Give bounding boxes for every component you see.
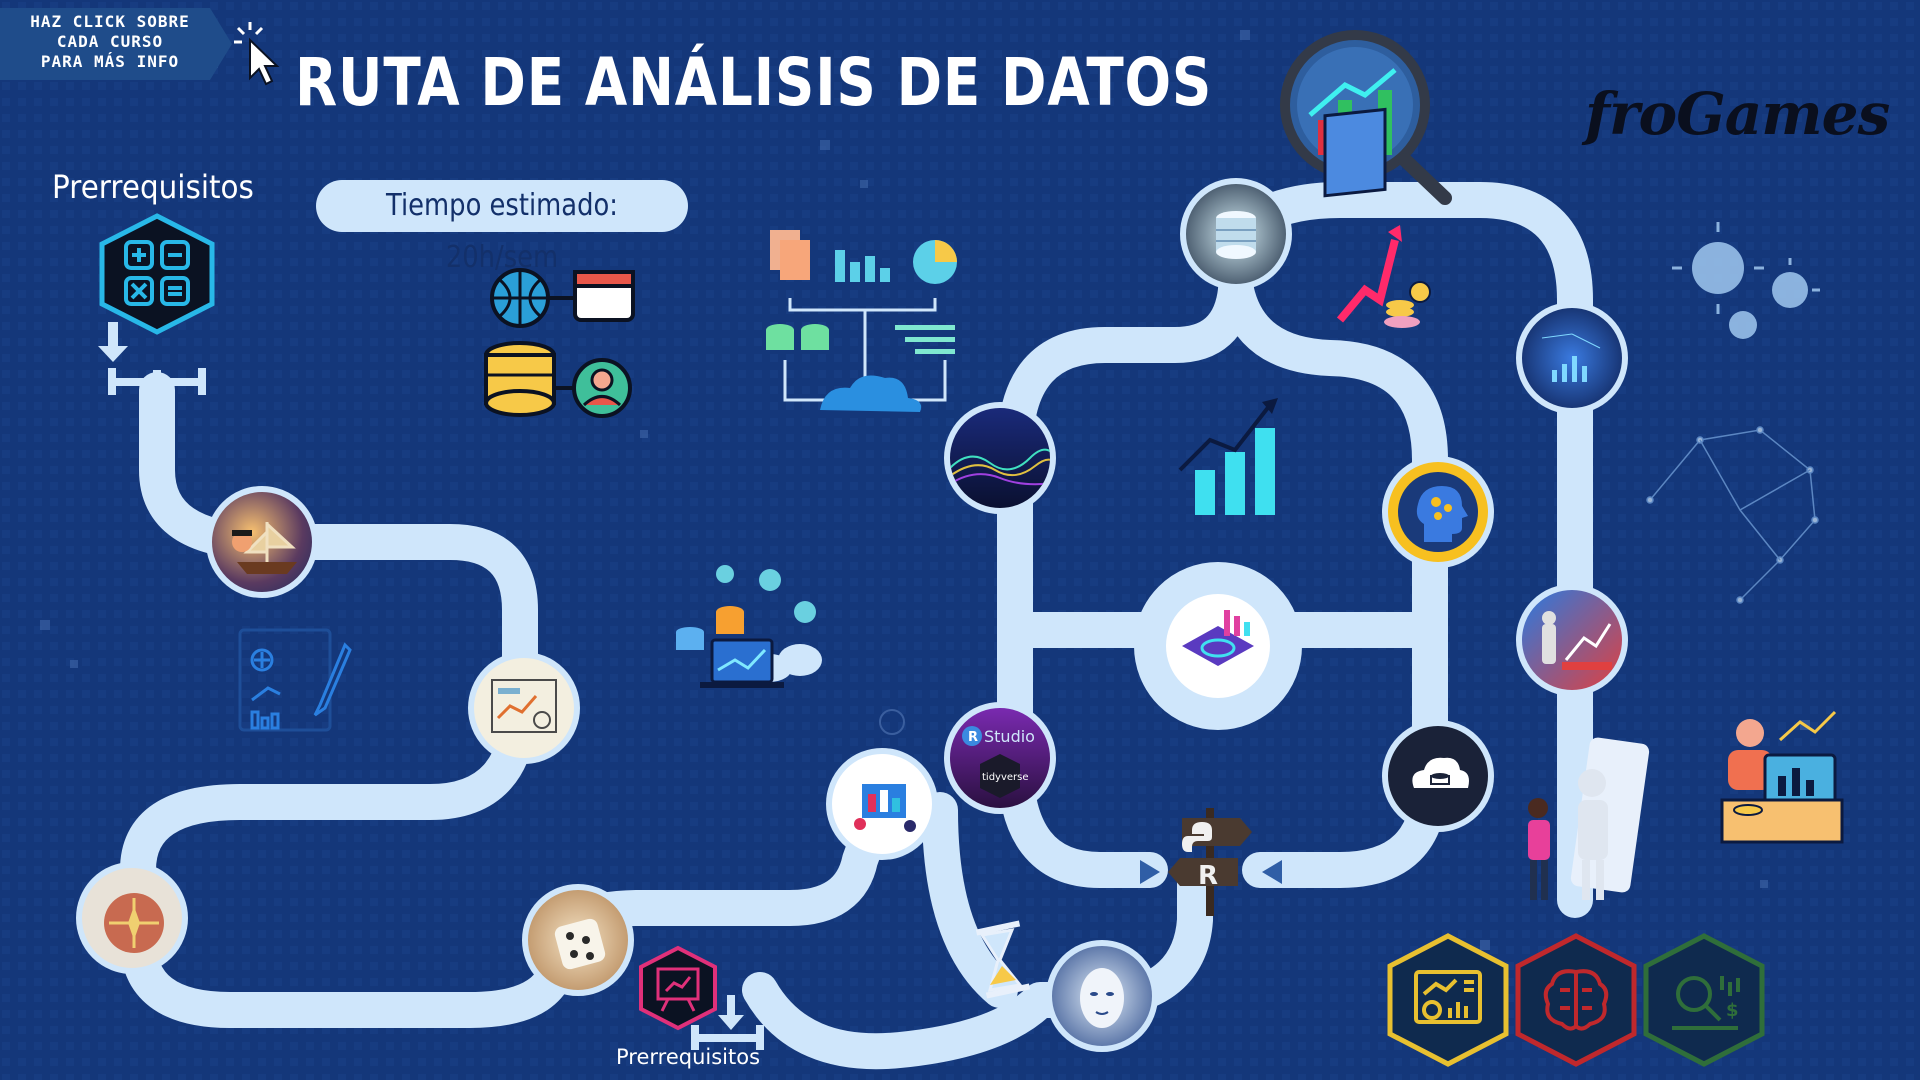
svg-text:Studio: Studio [984,727,1035,746]
growth-bar-chart-illustration [1178,398,1278,515]
data-visualization-hex[interactable] [1386,932,1510,1068]
time-estimate-badge: Tiempo estimado: 20h/sem [316,180,688,275]
info-line-2: CADA CURSO [56,32,164,51]
math-prerequisite-hex[interactable] [98,212,216,336]
python-r-signpost: R [1168,808,1252,916]
wave-landscape-icon [950,448,1050,486]
constellation-head-illustration [1646,426,1819,604]
data-flow-illustration [766,230,957,412]
brand-logo[interactable]: froGames [1585,80,1890,148]
course-node-robot[interactable] [1516,584,1628,696]
svg-text:tidyverse: tidyverse [982,772,1029,783]
course-node-central-hub[interactable] [1134,562,1302,730]
analyst-desk-illustration [1720,710,1844,844]
virus-illustration [1672,222,1820,339]
presentation-prerequisite-hex[interactable] [638,945,718,1031]
info-line-3: PARA MÁS INFO [40,52,180,71]
course-node-network[interactable] [1516,302,1628,414]
course-node-compass[interactable] [76,862,188,974]
svg-text:R: R [968,730,978,745]
course-node-database[interactable] [1180,178,1292,290]
info-banner [0,8,232,80]
course-node-rstudio[interactable]: R Studio tidyverse [944,702,1056,814]
rstudio-tidyverse-icon: R Studio tidyverse [962,726,1035,798]
course-node-dashboard-sketch[interactable] [468,652,580,764]
compass-icon [104,893,164,953]
course-node-pirates[interactable] [206,486,318,598]
robot-handshake-illustration [1528,737,1650,900]
pirate-ship-icon [232,522,297,574]
course-node-cloud[interactable] [1382,720,1494,832]
course-node-mind[interactable] [1382,456,1494,568]
tech-hub-icon [1166,594,1270,698]
info-line-1: HAZ CLICK SOBRE [30,12,190,31]
page-title: RUTA DE ANÁLISIS DE DATOS [295,44,1213,121]
course-node-data-team[interactable] [826,748,938,860]
svg-text:$: $ [1726,1000,1739,1021]
database-glow-icon [1216,211,1256,259]
svg-text:R: R [1198,861,1218,891]
finance-growth-illustration [1323,107,1431,328]
time-estimate-text: Tiempo estimado: 20h/sem [386,188,618,275]
course-node-wave[interactable] [944,402,1056,514]
ai-face-icon [1080,968,1124,1028]
course-node-ai-face[interactable] [1046,940,1158,1052]
cursor-click-icon [234,22,280,86]
data-team-icon [854,784,916,832]
prerequisites-label-bottom: Prerrequisitos [616,1045,761,1069]
network-chart-icon [1541,333,1601,382]
cloud-devices-illustration [676,565,822,688]
robot-analytics-icon [1542,611,1612,670]
hourglass-icon [975,920,1031,999]
dashboard-sketch-icon [491,679,557,733]
chart-sketch-illustration [238,628,352,732]
info-banner-text: HAZ CLICK SOBRE CADA CURSO PARA MÁS INFO [10,12,210,72]
cloud-database-icon [1412,757,1469,788]
machine-learning-hex[interactable] [1514,932,1638,1068]
course-node-dice[interactable] [522,884,634,996]
dice-icon [554,918,606,970]
prerequisites-label-top: Prerrequisitos [52,168,254,206]
brain-head-icon [1398,472,1478,552]
financial-analysis-hex[interactable]: $ [1642,932,1766,1068]
database-network-illustration [484,268,635,418]
